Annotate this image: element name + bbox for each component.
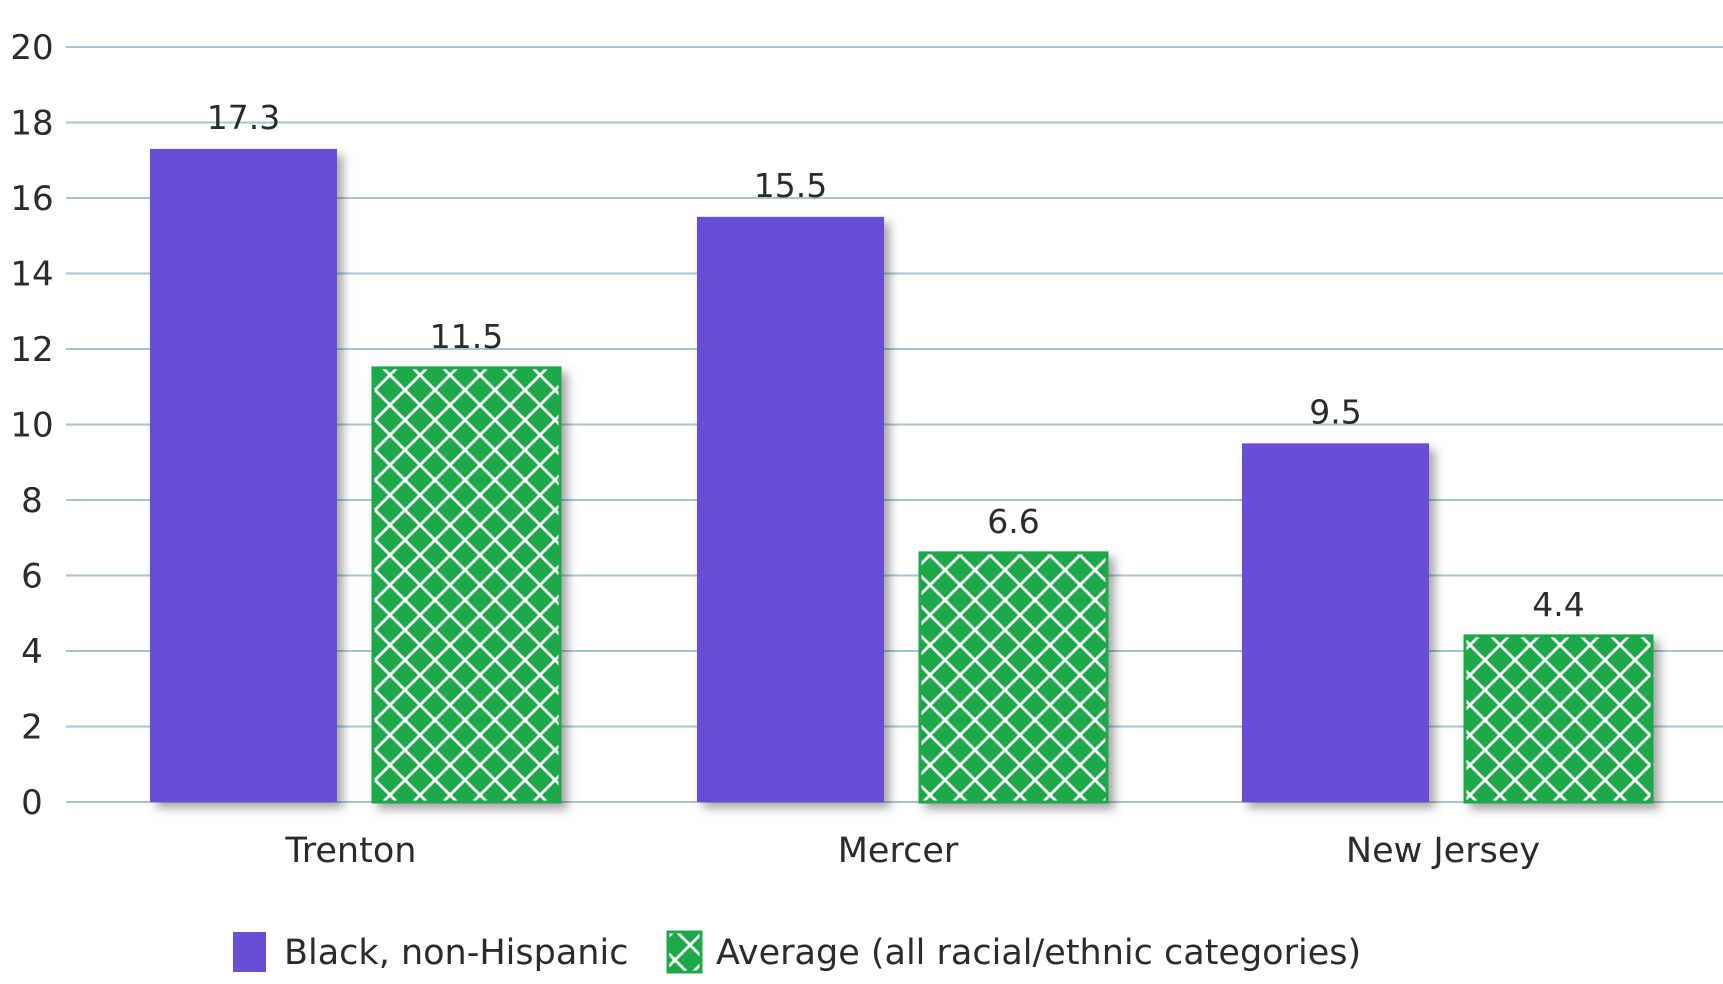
y-tick-label: 16: [10, 179, 53, 219]
legend-swatch: [233, 932, 266, 972]
y-tick-label: 8: [21, 481, 43, 521]
bar-average-new-jersey: [1463, 634, 1654, 804]
y-tick-label: 4: [21, 632, 43, 672]
x-category-label: Trenton: [285, 831, 417, 871]
y-tick-label: 18: [10, 104, 53, 144]
y-tick-label: 0: [21, 783, 43, 823]
y-tick-label: 20: [10, 28, 53, 68]
legend-swatch: [666, 930, 703, 974]
data-label: 15.5: [754, 166, 827, 205]
bar-black-non-hispanic-mercer: [697, 216, 884, 802]
y-tick-label: 6: [21, 557, 43, 597]
legend-label: Average (all racial/ethnic categories): [716, 933, 1361, 973]
data-label: 17.3: [207, 98, 280, 137]
legend-item: Average (all racial/ethnic categories): [666, 930, 1361, 974]
bar-black-non-hispanic-new-jersey: [1242, 443, 1429, 802]
data-label: 6.6: [987, 502, 1039, 541]
data-label: 4.4: [1532, 585, 1584, 624]
legend-label: Black, non-Hispanic: [284, 933, 628, 973]
y-tick-label: 10: [10, 406, 53, 446]
data-label: 9.5: [1309, 392, 1361, 431]
y-tick-label: 12: [10, 330, 53, 370]
data-label: 11.5: [430, 317, 503, 356]
x-category-label: Mercer: [838, 831, 959, 871]
bar-black-non-hispanic-trenton: [150, 148, 337, 803]
y-tick-label: 14: [10, 255, 53, 295]
y-tick-label: 2: [21, 708, 43, 748]
bar-average-trenton: [371, 366, 562, 804]
legend-item: Black, non-Hispanic: [233, 932, 628, 973]
bar-average-mercer: [918, 551, 1109, 804]
x-category-label: New Jersey: [1346, 831, 1540, 871]
